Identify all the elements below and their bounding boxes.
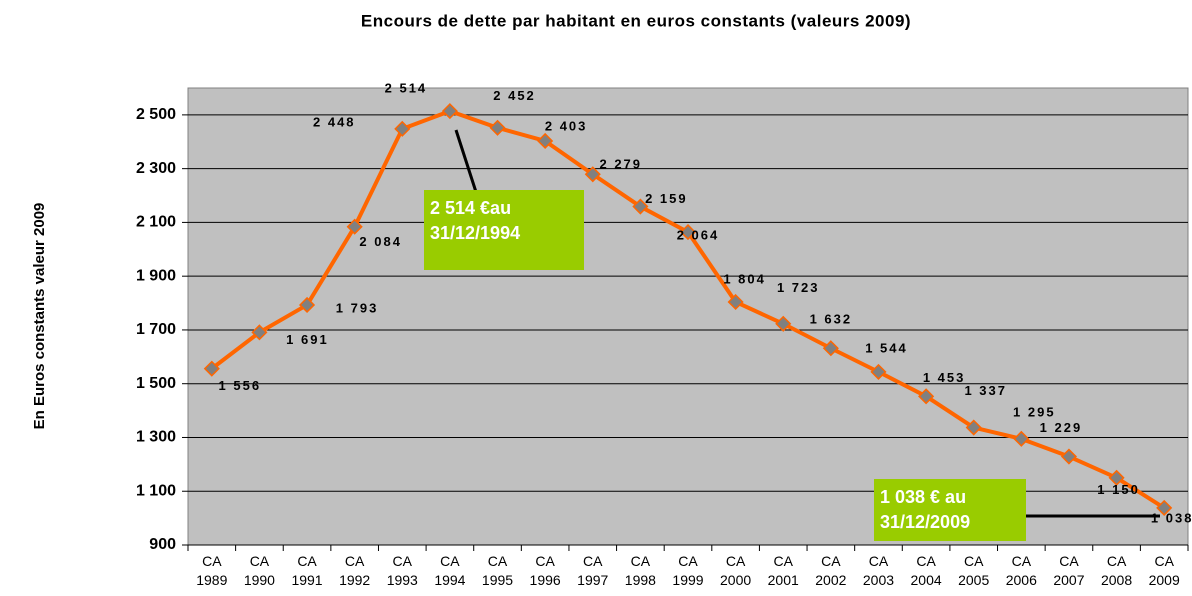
x-tick-label: CA 1995 (481, 553, 514, 588)
data-label: 2 448 (313, 114, 356, 129)
marker (394, 120, 411, 137)
marker (441, 103, 458, 120)
marker (918, 388, 935, 405)
marker (537, 132, 554, 150)
x-tick-label: CA 2005 (958, 553, 990, 588)
x-tick-label: CA 2001 (767, 553, 799, 588)
x-tick-label: CA 1994 (434, 553, 466, 588)
y-tick-label: 2 100 (136, 214, 176, 231)
x-tick-label: CA 2003 (862, 553, 895, 588)
y-tick-label: 900 (149, 536, 176, 553)
chart-title: Encours de dette par habitant en euros c… (361, 11, 911, 30)
marker (632, 198, 649, 215)
x-tick-label: CA 1992 (339, 553, 371, 588)
data-label: 1 556 (219, 378, 262, 393)
annotation-pointer (454, 129, 478, 193)
data-label: 2 064 (677, 228, 720, 243)
marker (346, 218, 363, 235)
marker (965, 419, 982, 436)
x-tick-label: CA 1990 (243, 553, 275, 588)
data-label: 2 279 (599, 157, 642, 172)
marker (1108, 469, 1125, 486)
marker (870, 363, 887, 380)
marker (1060, 448, 1078, 465)
marker (679, 224, 697, 241)
x-tick-label: CA 1997 (577, 553, 609, 588)
y-axis-label: En Euros constants valeur 2009 (31, 203, 48, 430)
y-tick-label: 1 300 (136, 429, 176, 446)
marker (584, 166, 601, 183)
data-label: 1 793 (336, 300, 379, 315)
data-label: 1 691 (286, 332, 329, 347)
data-label: 1 337 (964, 383, 1007, 398)
x-tick-label: CA 2002 (815, 553, 847, 588)
y-tick-label: 1 500 (136, 375, 176, 392)
marker (1156, 499, 1173, 516)
data-label: 1 229 (1040, 420, 1083, 435)
y-tick-label: 2 300 (136, 160, 176, 177)
data-label: 2 452 (493, 88, 536, 103)
marker (251, 324, 268, 341)
plot-area (187, 87, 1189, 546)
data-label: 2 514 (385, 81, 428, 96)
y-tick-label: 2 500 (136, 106, 176, 123)
marker (1013, 430, 1030, 447)
data-label: 1 723 (777, 280, 820, 295)
data-label: 2 084 (359, 234, 402, 249)
x-tick-label: CA 2008 (1100, 553, 1133, 588)
data-label: 1 038 (1151, 510, 1192, 525)
data-label: 1 804 (723, 271, 766, 286)
marker (203, 360, 220, 377)
data-label: 1 632 (810, 312, 853, 327)
x-tick-label: CA 1996 (529, 553, 561, 588)
marker (298, 296, 316, 314)
x-tick-label: CA 1993 (386, 553, 418, 588)
x-tick-label: CA 2000 (720, 553, 752, 588)
marker (775, 315, 792, 332)
data-label: 2 403 (545, 118, 588, 133)
annotation: 2 514 €au 31/12/1994 (424, 190, 584, 270)
marker (727, 293, 744, 311)
marker (489, 119, 506, 136)
y-tick-label: 1 100 (136, 482, 176, 499)
x-tick-label: CA 1991 (291, 553, 323, 588)
annotation: 1 038 € au 31/12/2009 (874, 479, 1026, 541)
x-tick-label: CA 1999 (672, 553, 704, 588)
x-tick-label: CA 2004 (910, 553, 942, 588)
data-label: 2 159 (645, 191, 688, 206)
marker (822, 340, 839, 357)
x-tick-label: CA 2009 (1148, 553, 1180, 588)
data-label: 1 544 (865, 340, 908, 355)
data-label: 1 453 (923, 370, 966, 385)
x-tick-label: CA 1989 (196, 553, 228, 588)
x-tick-label: CA 2007 (1053, 553, 1085, 588)
x-tick-label: CA 2006 (1005, 553, 1037, 588)
y-tick-label: 1 700 (136, 321, 176, 338)
y-tick-label: 1 900 (136, 267, 176, 284)
data-label: 1 150 (1097, 482, 1140, 497)
x-tick-label: CA 1998 (624, 553, 656, 588)
data-label: 1 295 (1013, 404, 1056, 419)
